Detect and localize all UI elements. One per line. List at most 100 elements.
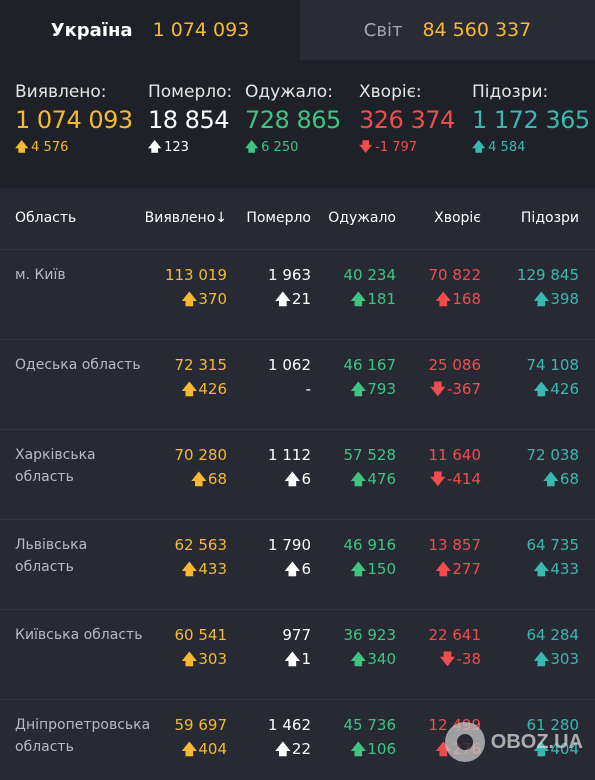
cell-deaths: 1 062 - [268,354,311,400]
recovered-value: 36 923 [343,626,397,644]
arrow-up-icon: 🡅 [350,290,366,308]
suspected-delta: 🡅 433 [533,560,579,578]
stat-label: Виявлено: [15,82,107,102]
stat-value: 18 854 [148,106,229,134]
recovered-delta: 🡅 106 [350,740,396,758]
regions-table: Область Виявлено↓ Померло Одужало Хворіє… [0,188,595,780]
cell-deaths: 1 462 🡅 22 [268,714,311,760]
arrow-up-icon: 🡅 [284,560,301,578]
deaths-delta: - [305,380,311,398]
cell-confirmed: 59 697 🡅 404 [175,714,228,760]
table-row[interactable]: м. Київ 113 019 🡅 370 1 963 🡅 21 40 234 🡅 181 7… [0,250,595,340]
arrow-up-icon: 🡅 [350,650,366,668]
table-row[interactable]: Одеська область 72 315 🡅 426 1 062 - 46 167 🡅… [0,340,595,430]
cell-recovered: 57 528 🡅 476 [344,444,397,490]
confirmed-value: 72 315 [174,356,228,374]
arrow-up-icon: 🡅 [472,140,486,155]
cell-confirmed: 60 541 🡅 303 [175,624,228,670]
confirmed-value: 60 541 [174,626,228,644]
header-deaths[interactable]: Померло [246,210,311,226]
stat-value: 1 074 093 [15,106,133,134]
region-name: Харківська область [15,447,96,485]
stat-delta: 🡅 6 250 [245,138,341,160]
arrow-up-icon: 🡅 [350,380,366,398]
recovered-delta: 🡅 150 [350,560,396,578]
stat-value: 326 374 [359,106,455,134]
cell-sick: 11 640 🡇 -414 [429,444,482,490]
arrow-up-icon: 🡅 [284,470,301,488]
table-header: Область Виявлено↓ Померло Одужало Хворіє… [0,188,595,250]
arrow-up-icon: 🡅 [350,560,366,578]
header-recovered[interactable]: Одужало [328,210,396,226]
recovered-value: 46 916 [343,536,397,554]
oboz-logo-icon [444,722,485,762]
suspected-value: 72 038 [526,446,580,464]
deaths-delta: 🡅 1 [284,650,311,668]
header-confirmed[interactable]: Виявлено↓ [144,210,227,226]
header-suspected[interactable]: Підозри [520,210,579,226]
suspected-value: 129 845 [516,266,579,284]
suspected-value: 64 284 [526,626,580,644]
arrow-up-icon: 🡅 [181,560,197,578]
oboz-watermark: OBOZ.UA [444,722,583,762]
cell-deaths: 1 790 🡅 6 [268,534,311,580]
arrow-down-icon: 🡇 [430,470,446,488]
stat-label: Підозри: [472,82,549,102]
summary-stats: Виявлено: 1 074 093 🡅 4 576 Померло: 18 … [0,60,595,188]
arrow-up-icon: 🡅 [148,140,162,155]
arrow-up-icon: 🡅 [275,740,291,758]
deaths-delta: 🡅 22 [275,740,311,758]
tab-world[interactable]: Світ 84 560 337 [300,0,595,60]
deaths-value: 1 112 [268,446,311,464]
suspected-delta: 🡅 404 [533,740,579,758]
arrow-up-icon: 🡅 [181,290,197,308]
suspected-delta: 🡅 68 [543,470,579,488]
recovered-value: 57 528 [343,446,397,464]
arrow-up-icon: 🡅 [533,380,549,398]
suspected-delta: 🡅 303 [533,650,579,668]
suspected-value: 74 108 [526,356,580,374]
cell-deaths: 1 112 🡅 6 [268,444,311,490]
arrow-up-icon: 🡅 [275,290,291,308]
arrow-up-icon: 🡅 [435,290,451,308]
confirmed-value: 70 280 [174,446,228,464]
arrow-down-icon: 🡇 [439,650,456,668]
region-tabs: Україна 1 074 093 Світ 84 560 337 [0,0,595,60]
header-region[interactable]: Область [15,210,77,226]
suspected-delta: 🡅 426 [533,380,579,398]
confirmed-delta: 🡅 303 [181,650,227,668]
arrow-up-icon: 🡅 [350,470,366,488]
sick-delta: 🡇 -414 [430,470,481,488]
cell-suspected: 64 284 🡅 303 [527,624,580,670]
cell-suspected: 72 038 🡅 68 [527,444,580,490]
cell-deaths: 977 🡅 1 [282,624,311,670]
confirmed-delta: 🡅 433 [181,560,227,578]
sick-value: 70 822 [428,266,482,284]
cell-suspected: 64 735 🡅 433 [527,534,580,580]
stat-value: 1 172 365 [472,106,590,134]
arrow-up-icon: 🡅 [15,140,29,155]
deaths-value: 1 462 [268,716,311,734]
table-row[interactable]: Харківська область 70 280 🡅 68 1 112 🡅 6 57 5… [0,430,595,520]
table-row[interactable]: Київська область 60 541 🡅 303 977 🡅 1 36 923 🡅… [0,610,595,700]
stat-confirmed: Виявлено: 1 074 093 🡅 4 576 [15,82,133,160]
tab-ukraine[interactable]: Україна 1 074 093 [0,0,300,60]
sick-delta: 🡇 -38 [439,650,481,668]
table-row[interactable]: Львівська область 62 563 🡅 433 1 790 🡅 6 46 9… [0,520,595,610]
deaths-delta: 🡅 6 [284,560,311,578]
cell-confirmed: 70 280 🡅 68 [175,444,228,490]
confirmed-delta: 🡅 426 [181,380,227,398]
recovered-value: 45 736 [343,716,397,734]
cell-sick: 70 822 🡅 168 [429,264,482,310]
sick-delta: 🡇 -367 [430,380,481,398]
cell-recovered: 46 167 🡅 793 [344,354,397,400]
sick-value: 11 640 [428,446,482,464]
cell-sick: 13 857 🡅 277 [429,534,482,580]
watermark-text: OBOZ.UA [490,730,583,753]
cell-deaths: 1 963 🡅 21 [268,264,311,310]
sick-value: 25 086 [428,356,482,374]
stat-delta: 🡅 4 576 [15,138,133,160]
region-name: Дніпропетровська область [15,717,151,755]
confirmed-value: 59 697 [174,716,228,734]
header-sick[interactable]: Хворіє [434,210,481,226]
